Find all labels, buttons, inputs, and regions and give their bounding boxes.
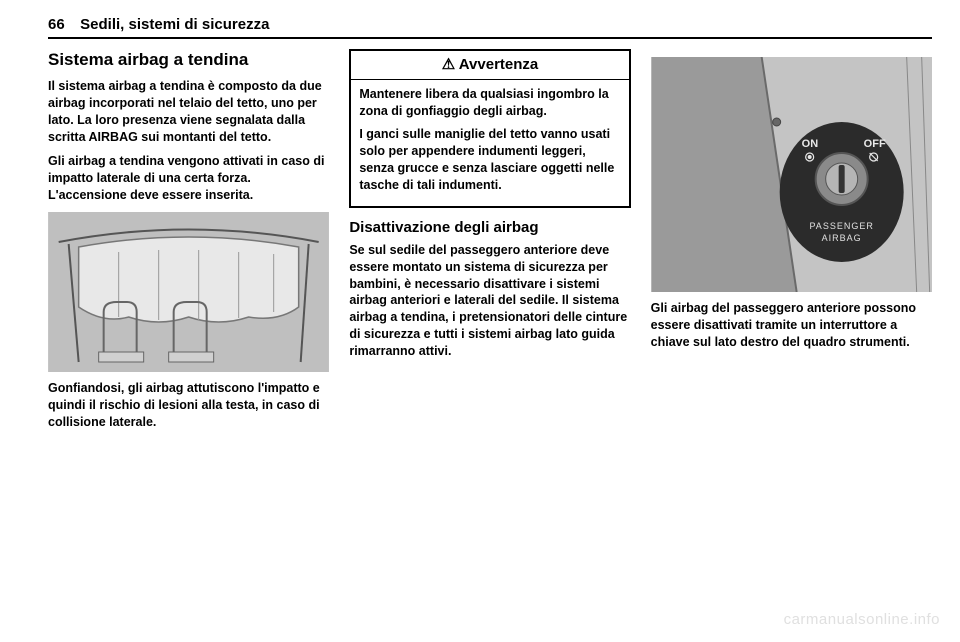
chapter-title: Sedili, sistemi di sicurezza [80,16,269,33]
section-title-curtain-airbag: Sistema airbag a tendina [48,49,329,72]
svg-text:OFF: OFF [863,138,885,150]
section-title-deactivation: Disattivazione degli airbag [349,218,630,238]
warning-para-1: Mantenere libera da qualsiasi in­gombro … [359,86,620,120]
figure-curtain-airbag [48,212,329,372]
svg-text:ON: ON [801,138,818,150]
figure-airbag-switch: ON OFF PASSENGER AIRBAG [651,57,932,292]
page-number: 66 [48,16,76,33]
watermark: carmanualsonline.info [784,611,940,628]
page-header: 66 Sedili, sistemi di sicurezza [48,16,932,39]
warning-header: ⚠ Avvertenza [351,51,628,80]
warning-icon: ⚠ [442,56,455,73]
col1-para-2: Gli airbag a tendina vengono attivati in… [48,153,329,204]
warning-box: ⚠ Avvertenza Mantenere libera da qualsia… [349,49,630,208]
column-1: Sistema airbag a tendina Il sistema airb… [48,49,329,439]
col1-para-3: Gonfiandosi, gli airbag attutiscono l'im… [48,380,329,431]
warning-para-2: I ganci sulle maniglie del tetto vanno u… [359,126,620,194]
svg-text:AIRBAG: AIRBAG [821,233,861,243]
svg-text:PASSENGER: PASSENGER [809,221,873,231]
col3-para-1: Gli airbag del passeggero anteriore poss… [651,300,932,351]
column-2: ⚠ Avvertenza Mantenere libera da qualsia… [349,49,630,439]
warning-label: Avvertenza [459,56,538,73]
col2-para-1: Se sul sedile del passeggero ante­riore … [349,242,630,360]
col1-para-1: Il sistema airbag a tendina è compo­sto … [48,78,329,146]
column-3: ON OFF PASSENGER AIRBAG Gli airbag del p… [651,49,932,439]
